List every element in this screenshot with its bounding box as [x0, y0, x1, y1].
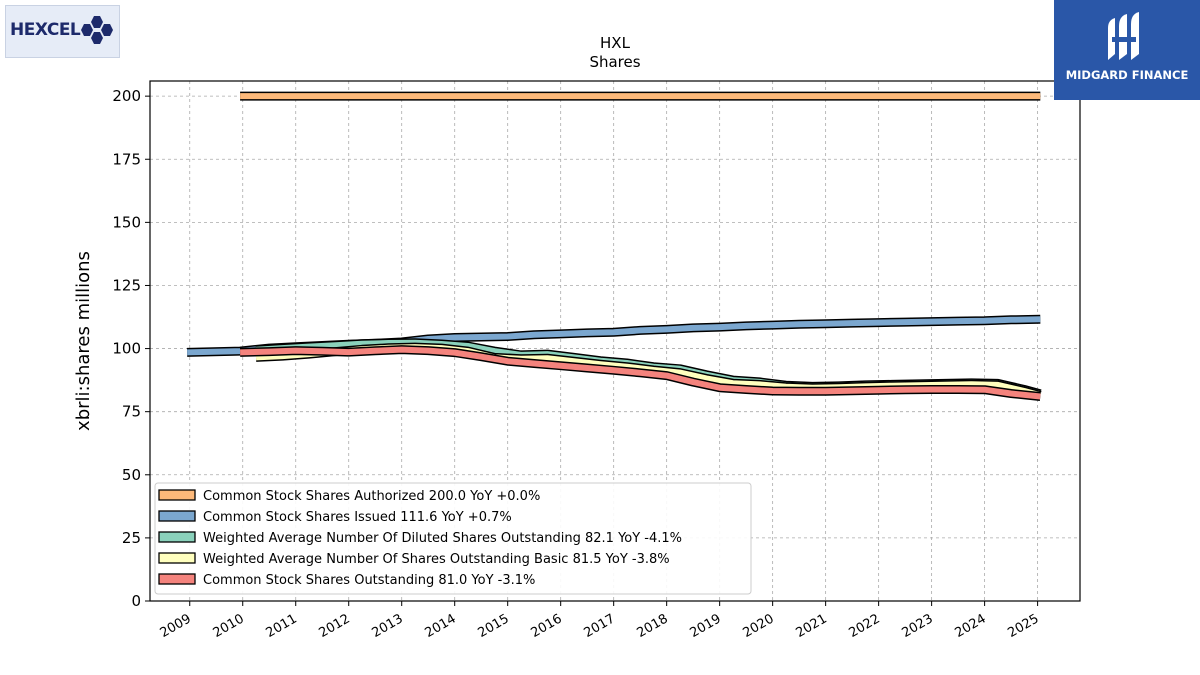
y-tick-label: 50 [122, 466, 141, 484]
x-tick-label: 2010 [211, 611, 247, 641]
x-tick-label: 2022 [846, 611, 882, 641]
x-ticks: 2009 2010 2011 2012 2013 2014 2015 2016 2017 2018… [158, 601, 1042, 641]
y-tick-label: 175 [112, 150, 141, 168]
chart-title: HXL [600, 34, 631, 52]
x-tick-label: 2015 [476, 611, 512, 641]
x-tick-label: 2020 [740, 611, 776, 641]
hexcel-logo-text: HEXCEL [10, 20, 81, 40]
y-tick-label: 75 [122, 403, 141, 421]
legend-label-4: Common Stock Shares Outstanding 81.0 YoY… [203, 573, 535, 588]
legend-label-1: Common Stock Shares Issued 111.6 YoY +0.… [203, 510, 512, 525]
y-tick-label: 25 [122, 529, 141, 547]
chart-subtitle: Shares [589, 53, 640, 71]
y-tick-label: 150 [112, 213, 141, 231]
legend-label-0: Common Stock Shares Authorized 200.0 YoY… [203, 489, 540, 504]
x-tick-label: 2011 [264, 611, 300, 641]
y-ticks: 0 25 50 75 100 125 150 175 200 [112, 87, 150, 610]
legend-swatch-3 [158, 552, 196, 564]
plot-frame [149, 80, 1081, 602]
x-tick-label: 2019 [687, 611, 723, 641]
y-tick-label: 125 [112, 276, 141, 294]
legend: Common Stock Shares Authorized 200.0 YoY… [154, 482, 752, 595]
y-tick-label: 0 [131, 592, 141, 610]
hexagon-cluster-icon [81, 16, 113, 44]
x-tick-label: 2025 [1005, 611, 1041, 641]
legend-label-3: Weighted Average Number Of Shares Outsta… [203, 552, 670, 567]
midgard-finance-logo: MIDGARD FINANCE [1054, 0, 1200, 100]
x-tick-label: 2016 [529, 611, 565, 641]
midgard-monogram-icon [1108, 12, 1139, 60]
x-tick-label: 2012 [317, 611, 353, 641]
x-tick-label: 2018 [635, 611, 671, 641]
legend-swatch-1 [158, 510, 196, 522]
legend-swatch-2 [158, 531, 196, 543]
legend-swatch-0 [158, 489, 196, 501]
x-tick-label: 2013 [370, 611, 406, 641]
legend-swatch-4 [158, 573, 196, 585]
x-tick-label: 2024 [952, 611, 988, 641]
x-tick-label: 2023 [899, 611, 935, 641]
series-4-line [240, 346, 1041, 400]
y-axis-label: xbrli:shares millions [73, 251, 94, 431]
x-tick-label: 2021 [793, 611, 829, 641]
x-tick-label: 2017 [582, 611, 618, 641]
series-lines [186, 91, 1042, 401]
x-tick-label: 2009 [158, 611, 194, 641]
hexcel-logo: HEXCEL [5, 5, 120, 58]
x-tick-label: 2014 [423, 611, 459, 641]
midgard-logo-text: MIDGARD FINANCE [1065, 68, 1189, 82]
y-tick-label: 200 [112, 87, 141, 105]
legend-label-2: Weighted Average Number Of Diluted Share… [203, 531, 682, 546]
legend-box [154, 482, 752, 595]
y-tick-label: 100 [112, 340, 141, 358]
